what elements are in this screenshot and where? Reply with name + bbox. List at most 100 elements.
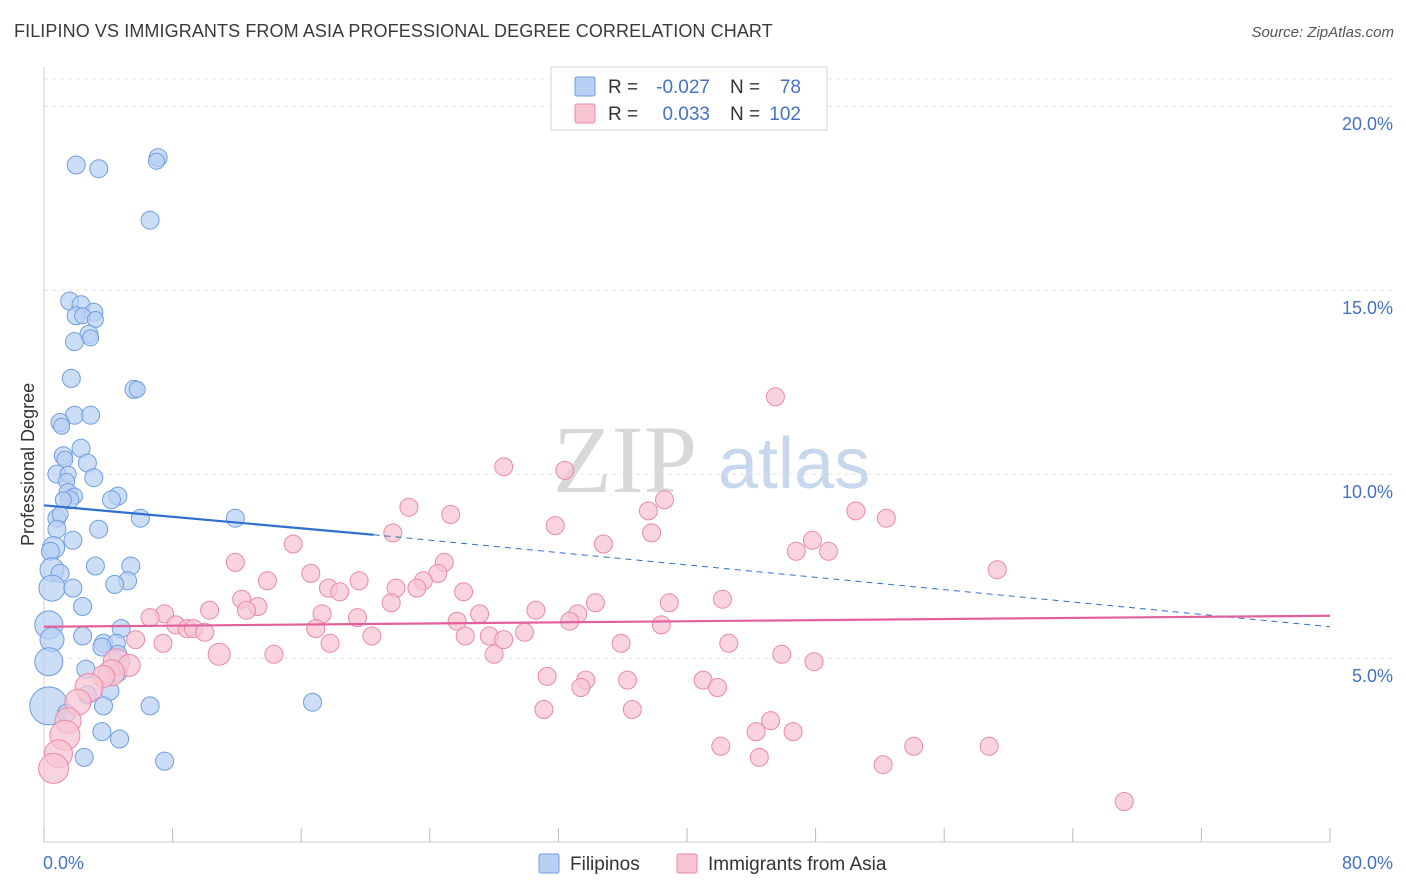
immigrants-point xyxy=(987,560,1007,580)
immigrants-point xyxy=(571,678,591,697)
y-tick-15: 15.0% xyxy=(1342,298,1393,318)
immigrants-point xyxy=(761,711,781,731)
chart-title: FILIPINO VS IMMIGRANTS FROM ASIA PROFESS… xyxy=(14,21,773,41)
immigrants-point xyxy=(846,501,866,521)
filipinos-trend-extension xyxy=(373,534,1331,628)
filipinos-point xyxy=(81,405,101,425)
immigrants-point xyxy=(283,534,303,554)
immigrants-trend-line xyxy=(43,614,1331,628)
filipinos-point xyxy=(63,578,83,598)
immigrants-point xyxy=(783,722,803,742)
filipinos-point xyxy=(85,556,105,576)
filipinos-point xyxy=(130,508,150,528)
legend: R = -0.027 N = 78 R = 0.033 N = 102 xyxy=(550,66,828,131)
immigrants-point xyxy=(207,642,231,666)
immigrants-point xyxy=(659,593,679,613)
legend-n-label-2: N = xyxy=(730,104,760,125)
filipinos-point xyxy=(110,729,130,749)
x-tick-max: 80.0% xyxy=(1342,853,1393,873)
immigrants-point xyxy=(330,582,350,602)
filipinos-point xyxy=(155,751,175,771)
watermark-atlas: atlas xyxy=(718,424,870,504)
immigrants-point xyxy=(306,619,326,639)
legend-box xyxy=(550,66,828,131)
immigrants-point xyxy=(876,508,896,528)
filipinos-point xyxy=(140,696,160,716)
immigrants-point xyxy=(651,615,671,635)
legend-n-label-1: N = xyxy=(730,77,760,98)
immigrants-point xyxy=(257,571,277,591)
immigrants-point xyxy=(622,700,642,719)
immigrants-point xyxy=(534,700,554,719)
immigrants-point xyxy=(904,736,924,756)
y-tick-5: 5.0% xyxy=(1352,666,1393,686)
immigrants-point xyxy=(195,622,215,642)
filipinos-point xyxy=(73,597,93,616)
immigrants-point xyxy=(979,736,999,756)
immigrants-point xyxy=(484,644,504,664)
immigrants-point xyxy=(349,571,369,591)
immigrants-point xyxy=(494,630,514,650)
immigrants-point xyxy=(1114,792,1134,811)
immigrants-point xyxy=(655,490,674,510)
filipinos-point xyxy=(92,637,112,657)
filipinos-point xyxy=(34,647,64,677)
legend-r-value-2: 0.033 xyxy=(662,104,710,125)
immigrants-point xyxy=(719,633,739,653)
filipinos-point xyxy=(94,696,113,716)
filipinos-point xyxy=(63,530,83,550)
watermark-zip: ZIP xyxy=(553,406,697,513)
filipinos-point xyxy=(84,468,104,488)
immigrants-point xyxy=(301,563,321,583)
immigrants-point xyxy=(802,530,822,550)
filipinos-point xyxy=(102,490,121,510)
legend-n-value-1: 78 xyxy=(780,77,801,98)
y-axis-label: Professional Degree xyxy=(18,383,38,546)
bottom-legend-immigrants: Immigrants from Asia xyxy=(708,854,887,875)
filipinos-point xyxy=(53,417,71,435)
immigrants-point xyxy=(237,600,256,620)
gridlines xyxy=(44,78,1393,659)
immigrants-point xyxy=(537,666,557,686)
immigrants-point xyxy=(399,497,419,517)
bottom-legend-filipinos: Filipinos xyxy=(570,854,640,875)
immigrants-point xyxy=(320,633,340,653)
immigrants-point xyxy=(455,626,475,646)
immigrants-point xyxy=(126,630,146,650)
filipinos-point xyxy=(38,574,66,602)
y-tick-labels: 5.0% 10.0% 15.0% 20.0% xyxy=(1342,114,1393,686)
legend-swatch-immigrants xyxy=(574,103,596,124)
immigrants-point xyxy=(772,644,792,664)
filipinos-point xyxy=(65,332,84,352)
immigrants-point xyxy=(470,604,490,624)
filipinos-point xyxy=(92,722,112,742)
filipinos-point xyxy=(148,152,165,170)
immigrants-point xyxy=(264,644,284,664)
legend-swatch-filipinos xyxy=(574,76,596,97)
immigrants-point xyxy=(708,678,727,697)
filipinos-point xyxy=(225,508,245,528)
immigrants-point xyxy=(200,600,220,620)
immigrants-point xyxy=(711,736,731,756)
immigrants-point xyxy=(765,387,785,407)
immigrants-point xyxy=(873,755,893,775)
immigrants-point xyxy=(618,670,637,690)
filipinos-point xyxy=(74,747,94,767)
filipinos-point xyxy=(89,519,109,539)
immigrants-point xyxy=(585,593,605,613)
immigrants-point xyxy=(545,516,565,536)
immigrants-point xyxy=(526,600,546,620)
immigrants-point xyxy=(362,626,382,646)
source-label: Source: ZipAtlas.com xyxy=(1251,24,1394,41)
legend-n-value-2: 102 xyxy=(769,104,801,125)
bottom-legend-swatch-filipinos xyxy=(538,853,560,874)
y-tick-20: 20.0% xyxy=(1342,114,1393,134)
immigrants-point xyxy=(786,541,806,561)
immigrants-point xyxy=(712,589,732,609)
immigrants-point xyxy=(611,633,631,653)
immigrants-points xyxy=(38,387,1134,811)
immigrants-point xyxy=(749,747,769,767)
immigrants-point xyxy=(38,752,70,784)
filipinos-point xyxy=(54,491,72,509)
